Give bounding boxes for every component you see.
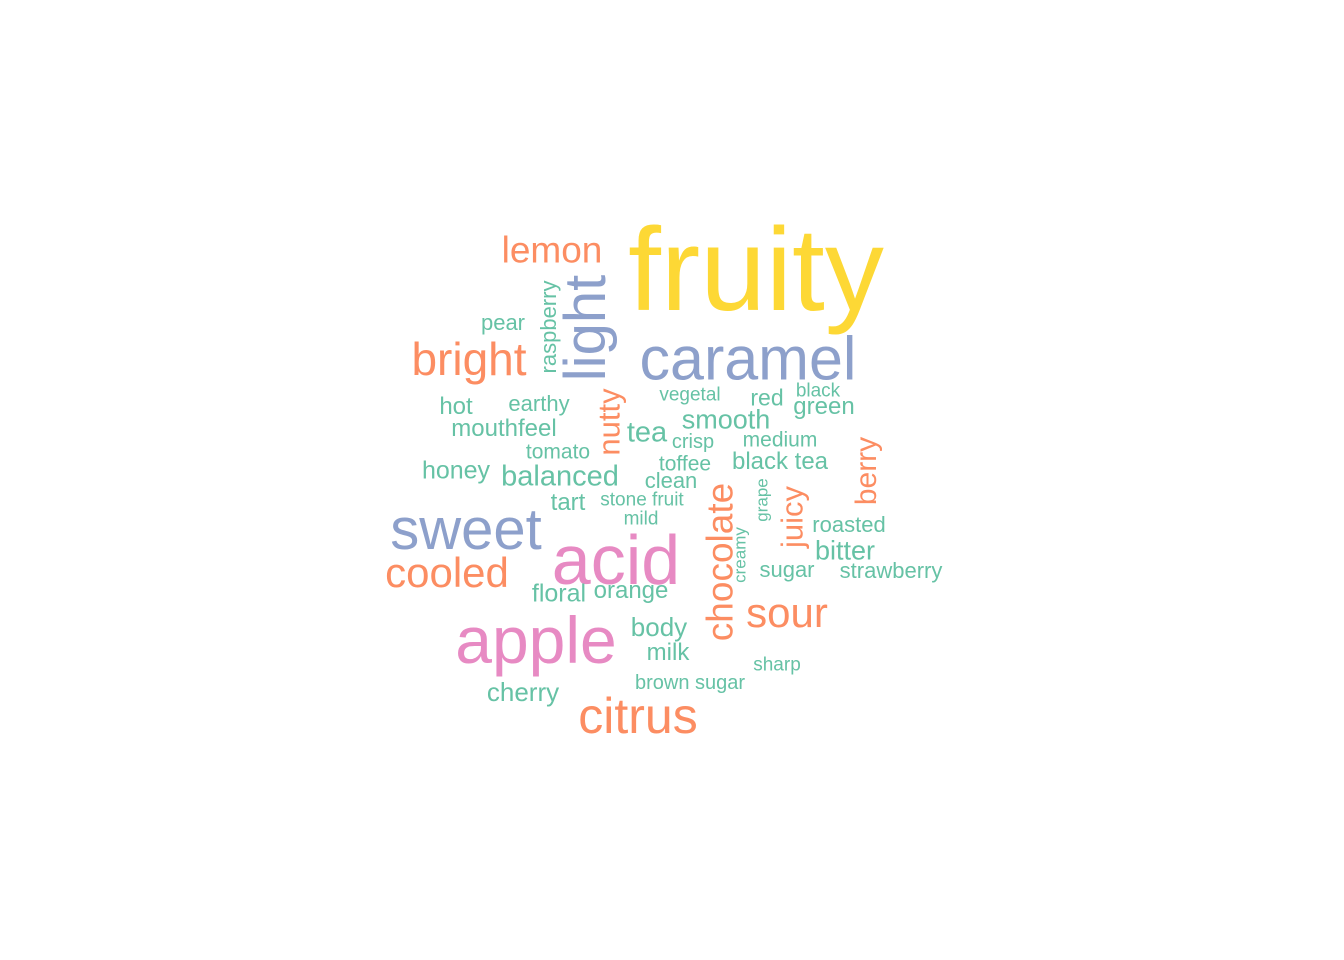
- word-green: green: [793, 393, 855, 420]
- word-creamy: creamy: [730, 527, 750, 583]
- word-grape: grape: [752, 478, 772, 522]
- word-sharp: sharp: [753, 654, 801, 676]
- word-black: black: [795, 380, 841, 402]
- word-cooled: cooled: [385, 549, 509, 596]
- word-fruity: fruity: [628, 204, 884, 336]
- word-cherry: cherry: [486, 677, 560, 707]
- word-clean: clean: [644, 468, 698, 493]
- word-honey: honey: [421, 456, 491, 485]
- word-juicy: juicy: [774, 485, 810, 549]
- word-nutty: nutty: [591, 388, 627, 456]
- word-acid: acid: [551, 521, 681, 599]
- word-medium: medium: [742, 428, 818, 452]
- word-milk: milk: [646, 639, 690, 666]
- word-bitter: bitter: [814, 535, 876, 566]
- word-roasted: roasted: [812, 512, 886, 537]
- word-hot: hot: [439, 393, 473, 420]
- word-mild: mild: [623, 508, 659, 530]
- word-brown-sugar: brown sugar: [634, 672, 746, 694]
- word-lemon: lemon: [501, 229, 603, 271]
- word-bright: bright: [411, 333, 527, 385]
- word-strawberry: strawberry: [839, 558, 943, 583]
- word-tart: tart: [550, 489, 586, 516]
- word-tomato: tomato: [525, 440, 591, 464]
- word-stone-fruit: stone fruit: [600, 489, 684, 511]
- word-mouthfeel: mouthfeel: [451, 415, 557, 442]
- word-sugar: sugar: [759, 557, 815, 582]
- word-caramel: caramel: [639, 324, 857, 393]
- word-sweet: sweet: [390, 497, 542, 562]
- word-body: body: [630, 612, 688, 642]
- word-berry: berry: [850, 436, 883, 506]
- word-floral: floral: [531, 579, 587, 608]
- word-toffee: toffee: [658, 452, 712, 476]
- word-sour: sour: [746, 589, 828, 636]
- word-earthy: earthy: [508, 391, 570, 416]
- word-orange: orange: [593, 577, 669, 604]
- word-vegetal: vegetal: [659, 384, 721, 406]
- word-balanced: balanced: [501, 460, 619, 493]
- word-tea: tea: [626, 416, 668, 449]
- word-citrus: citrus: [578, 688, 698, 744]
- word-raspberry: raspberry: [536, 280, 561, 374]
- word-pear: pear: [480, 310, 526, 335]
- word-light: light: [553, 274, 618, 382]
- word-crisp: crisp: [671, 431, 715, 453]
- word-red: red: [750, 384, 784, 411]
- word-smooth: smooth: [681, 404, 771, 435]
- word-black-tea: black tea: [731, 448, 829, 475]
- word-apple: apple: [455, 603, 617, 677]
